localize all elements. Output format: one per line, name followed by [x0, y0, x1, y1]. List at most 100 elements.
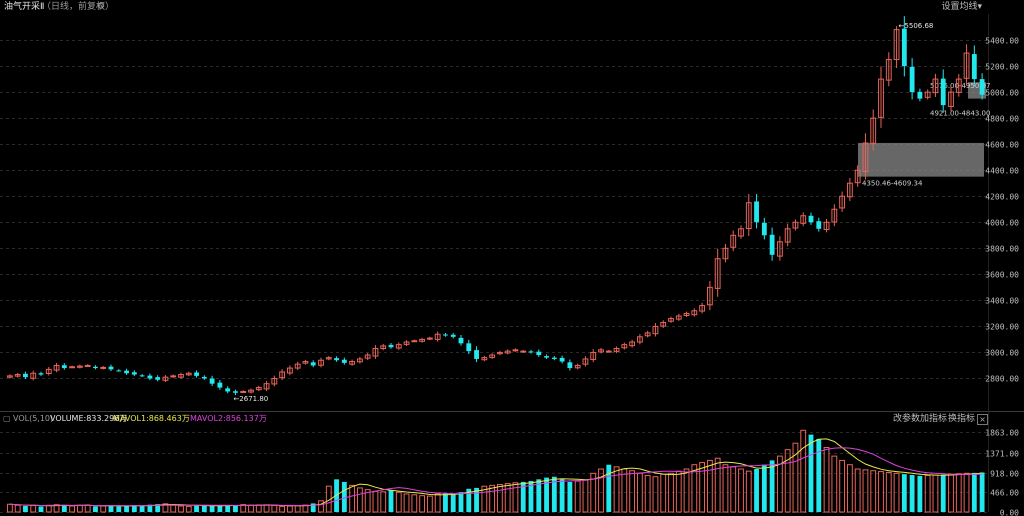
candle-body[interactable] — [279, 371, 286, 379]
candle-body[interactable] — [194, 372, 199, 376]
candle-body[interactable] — [613, 348, 620, 352]
change-params-button[interactable]: 改参数 — [893, 414, 921, 424]
candle-body[interactable] — [636, 336, 643, 343]
gear-icon[interactable]: ⚙ — [97, 2, 106, 12]
candle-body[interactable] — [356, 358, 363, 363]
candle-body[interactable] — [411, 340, 418, 343]
candle-body[interactable] — [893, 29, 900, 61]
candle-body[interactable] — [124, 370, 129, 374]
candle-body[interactable] — [971, 54, 977, 80]
candle-body[interactable] — [395, 344, 402, 349]
candle-body[interactable] — [846, 182, 853, 198]
candle-body[interactable] — [53, 364, 60, 371]
candle-body[interactable] — [6, 375, 13, 378]
candle-body[interactable] — [551, 357, 557, 359]
candle-body[interactable] — [621, 344, 628, 349]
candle-body[interactable] — [544, 356, 549, 358]
close-icon[interactable]: × — [977, 414, 988, 425]
candle-body[interactable] — [878, 78, 884, 118]
candle-body[interactable] — [61, 365, 67, 369]
candle-body[interactable] — [652, 325, 659, 335]
candle-body[interactable] — [248, 389, 254, 393]
candle-body[interactable] — [458, 337, 464, 344]
candle-body[interactable] — [388, 344, 394, 348]
candle-body[interactable] — [776, 241, 783, 257]
candle-body[interactable] — [349, 361, 356, 365]
candle-body[interactable] — [769, 234, 775, 255]
candle-body[interactable] — [979, 79, 985, 95]
candle-body[interactable] — [474, 350, 479, 359]
candle-body[interactable] — [668, 318, 674, 322]
candle-body[interactable] — [504, 350, 511, 354]
candle-body[interactable] — [629, 341, 636, 347]
candle-body[interactable] — [100, 366, 107, 369]
candle-body[interactable] — [831, 208, 838, 223]
candle-body[interactable] — [255, 387, 262, 391]
candle-body[interactable] — [590, 351, 597, 360]
candle-body[interactable] — [870, 117, 877, 144]
candle-body[interactable] — [185, 372, 192, 376]
candle-body[interactable] — [426, 337, 433, 340]
candle-body[interactable] — [823, 221, 830, 231]
candle-body[interactable] — [108, 366, 114, 370]
candle-body[interactable] — [162, 376, 169, 381]
candle-body[interactable] — [691, 310, 698, 316]
candle-body[interactable] — [598, 349, 604, 353]
candle-body[interactable] — [706, 286, 713, 306]
candle-body[interactable] — [489, 354, 496, 358]
candle-body[interactable] — [909, 66, 915, 93]
candle-body[interactable] — [372, 348, 379, 357]
checkbox-icon[interactable]: ▢ — [3, 414, 11, 423]
candle-body[interactable] — [131, 372, 137, 375]
candle-body[interactable] — [745, 202, 752, 230]
candle-body[interactable] — [644, 332, 651, 337]
candle-body[interactable] — [924, 91, 931, 98]
candle-body[interactable] — [901, 28, 907, 67]
candle-body[interactable] — [955, 78, 962, 93]
candle-body[interactable] — [862, 142, 869, 173]
candle-body[interactable] — [496, 351, 503, 355]
candle-body[interactable] — [582, 358, 589, 365]
candle-body[interactable] — [263, 383, 270, 390]
candle-body[interactable] — [155, 377, 161, 380]
candle-body[interactable] — [139, 375, 145, 377]
add-indicator-button[interactable]: 加指标 — [920, 414, 948, 424]
candle-body[interactable] — [932, 78, 939, 94]
candle-body[interactable] — [201, 376, 207, 379]
candle-body[interactable] — [940, 78, 946, 106]
candle-body[interactable] — [443, 334, 448, 336]
candle-body[interactable] — [76, 365, 83, 368]
candle-body[interactable] — [808, 215, 814, 223]
candle-body[interactable] — [294, 363, 301, 369]
switch-indicator-button[interactable]: 换指标 — [948, 414, 976, 424]
candle-body[interactable] — [574, 364, 581, 369]
candle-body[interactable] — [536, 351, 542, 356]
candle-body[interactable] — [761, 222, 767, 236]
candle-body[interactable] — [310, 362, 316, 366]
candle-body[interactable] — [683, 312, 690, 316]
candle-body[interactable] — [364, 354, 371, 359]
candle-body[interactable] — [854, 169, 861, 184]
ma-settings-button[interactable]: 设置均线▾ — [941, 0, 982, 14]
candle-body[interactable] — [30, 372, 37, 379]
candle-body[interactable] — [93, 366, 98, 369]
candle-body[interactable] — [885, 59, 892, 81]
candle-body[interactable] — [605, 350, 612, 353]
candle-body[interactable] — [481, 357, 488, 361]
candle-body[interactable] — [520, 350, 527, 353]
candle-body[interactable] — [225, 388, 231, 392]
candle-body[interactable] — [730, 234, 737, 248]
candle-body[interactable] — [917, 91, 923, 99]
candle-body[interactable] — [178, 374, 184, 378]
candle-body[interactable] — [419, 338, 426, 342]
candle-body[interactable] — [839, 195, 846, 209]
candle-body[interactable] — [84, 364, 91, 367]
candle-body[interactable] — [528, 351, 534, 353]
candle-body[interactable] — [963, 52, 970, 79]
candle-body[interactable] — [738, 228, 744, 237]
candle-body[interactable] — [699, 305, 706, 312]
candle-body[interactable] — [466, 343, 472, 352]
candle-body[interactable] — [318, 359, 324, 366]
candle-body[interactable] — [567, 362, 573, 369]
